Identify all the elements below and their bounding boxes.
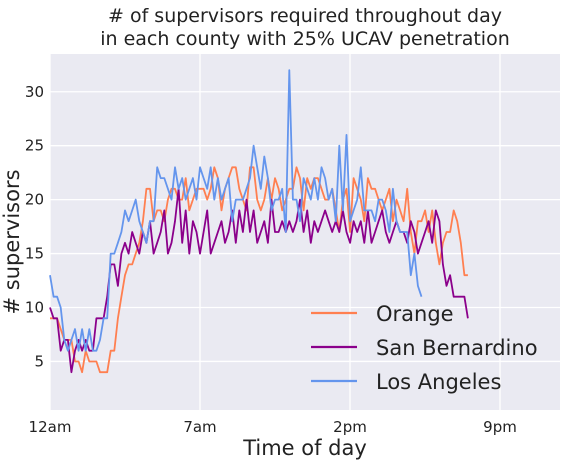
legend-label-orange: Orange: [376, 302, 454, 326]
y-tick-label: 15: [25, 245, 44, 263]
series-line-los-angeles: [49, 69, 423, 352]
chart-title: # of supervisors required throughout day…: [100, 5, 510, 50]
y-axis-label: # supervisors: [0, 169, 24, 314]
legend: Orange San Bernardino Los Angeles: [311, 302, 538, 394]
legend-label-los-angeles: Los Angeles: [376, 370, 501, 394]
legend-label-san-bernardino: San Bernardino: [376, 336, 538, 360]
x-tick-label: 12am: [29, 418, 72, 436]
chart-title-line-2: in each county with 25% UCAV penetration: [100, 28, 510, 50]
y-axis-ticks: 5 10 15 20 25 30: [25, 83, 44, 371]
y-tick-label: 30: [25, 83, 44, 101]
series-lines: [49, 69, 469, 374]
series-line-orange: [50, 166, 468, 374]
x-tick-label: 9pm: [483, 418, 517, 436]
plot-area: [50, 54, 560, 410]
chart-title-line-1: # of supervisors required throughout day: [108, 5, 502, 27]
x-tick-label: 7am: [183, 418, 216, 436]
y-tick-label: 5: [34, 352, 44, 370]
x-tick-label: 2pm: [333, 418, 367, 436]
x-axis-ticks: 12am 7am 2pm 9pm: [29, 418, 517, 436]
x-axis-label: Time of day: [242, 436, 367, 460]
y-tick-label: 20: [25, 191, 44, 209]
y-tick-label: 10: [25, 299, 44, 317]
y-tick-label: 25: [25, 137, 44, 155]
